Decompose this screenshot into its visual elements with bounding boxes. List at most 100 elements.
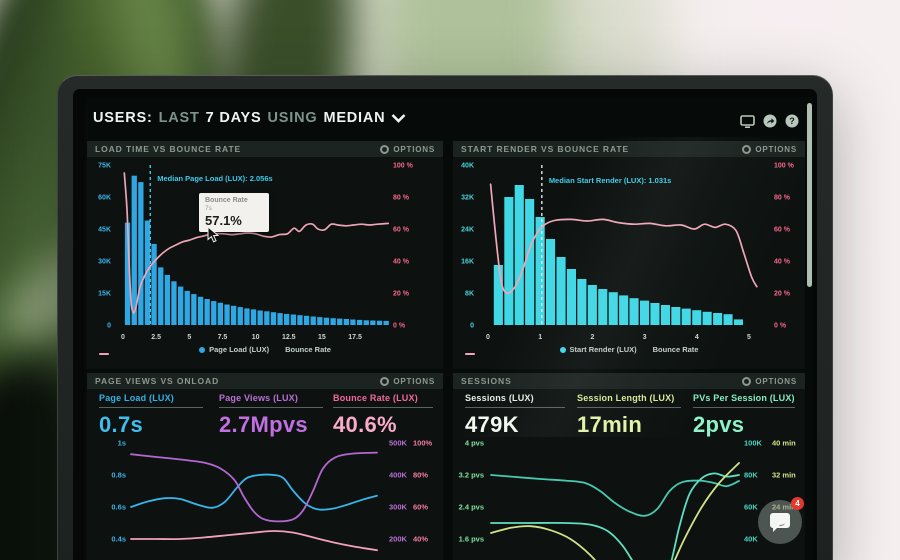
svg-text:60%: 60% [413,503,428,512]
gear-icon [380,376,390,386]
svg-text:1: 1 [538,334,542,341]
dashboard: USERS: LAST 7 DAYS USING MEDIAN [85,97,815,560]
bounce-rate-line [123,172,390,314]
svg-text:3: 3 [643,334,647,341]
svg-text:60K: 60K [98,195,111,202]
display-icon[interactable] [740,114,755,128]
options-button[interactable]: OPTIONS [380,376,435,386]
filter-segment: LAST [158,110,200,126]
series-line [490,474,740,517]
series-line [490,472,740,560]
page-views-chart[interactable]: 1s 0.8s 0.6s 0.4s 500K 400K 300K 200K 100% 80% 60%… [87,433,443,560]
svg-text:80 %: 80 % [774,195,791,202]
svg-text:0: 0 [121,334,125,341]
legend-dot [199,347,206,353]
panel-sessions: SESSIONS OPTIONS Sessions (LUX) 479K Ses… [453,373,805,560]
metric-session-length: Session Length (LUX) 17min [577,393,681,438]
svg-text:200K: 200K [389,535,408,544]
metric-label: Page Views (LUX) [219,393,299,403]
svg-text:15: 15 [318,334,326,341]
panel-page-views: PAGE VIEWS VS ONLOAD OPTIONS Page Load (… [87,373,443,560]
users-filter-dropdown[interactable]: USERS: LAST 7 DAYS USING MEDIAN [93,110,406,126]
svg-text:5: 5 [747,334,751,341]
series-line [130,451,378,523]
svg-text:1.6 pvs: 1.6 pvs [459,535,484,544]
svg-text:15K: 15K [98,291,111,298]
svg-text:0 %: 0 % [393,323,406,330]
legend-line [99,353,109,355]
svg-text:30K: 30K [98,259,111,266]
filter-segment: 7 DAYS [205,110,262,126]
svg-text:5: 5 [187,334,191,341]
svg-text:24K: 24K [461,227,474,234]
svg-text:?: ? [789,116,795,126]
svg-text:300K: 300K [389,503,408,512]
options-button[interactable]: OPTIONS [742,376,797,386]
series-line [130,530,378,552]
options-button[interactable]: OPTIONS [380,144,435,154]
metric-bounce-rate: Bounce Rate (LUX) 40.6% [333,393,433,438]
metric-label: Bounce Rate (LUX) [333,393,418,403]
svg-text:20 %: 20 % [774,291,791,298]
svg-text:40K: 40K [744,535,758,544]
help-icon[interactable]: ? [785,114,799,128]
svg-text:40%: 40% [413,535,428,544]
load-time-chart[interactable]: 75K 60K 45K 30K 15K 0 100 % 80 % 60 % 40 % 20 % 0 %… [87,157,443,347]
svg-text:16K: 16K [461,259,474,266]
laptop-screen: USERS: LAST 7 DAYS USING MEDIAN [73,89,817,560]
svg-text:60 %: 60 % [774,227,791,234]
svg-text:40 %: 40 % [774,259,791,266]
chart-legend: Start Render (LUX) Bounce Rate [453,345,805,355]
svg-text:40K: 40K [461,163,474,170]
svg-text:0 %: 0 % [774,323,787,330]
histogram-bars [124,175,389,325]
gear-icon [742,376,752,386]
chart-tooltip: Bounce Rate 7s 57.1% [199,193,269,232]
svg-text:80K: 80K [744,471,758,480]
svg-text:400K: 400K [389,471,408,480]
svg-text:0: 0 [470,323,474,330]
chevron-down-icon[interactable] [391,113,406,123]
svg-text:32 min: 32 min [772,471,796,480]
svg-text:2.4 pvs: 2.4 pvs [459,503,484,512]
svg-text:0.8s: 0.8s [111,471,126,480]
dashboard-header: USERS: LAST 7 DAYS USING MEDIAN [85,97,813,141]
svg-text:32K: 32K [461,195,474,202]
svg-text:0.4s: 0.4s [111,535,126,544]
legend-dot [559,347,566,353]
svg-text:8K: 8K [465,291,474,298]
mouse-cursor-icon [207,227,219,243]
metric-value: 0.7s [99,412,144,437]
metric-value: 2.7Mpvs [219,412,308,437]
svg-text:45K: 45K [98,227,111,234]
metric-value: 40.6% [333,412,397,437]
chat-bubble-icon [770,513,790,532]
svg-text:20 %: 20 % [393,291,410,298]
chat-widget-button[interactable]: 4 [758,497,804,544]
panel-title: START RENDER VS BOUNCE RATE [461,144,630,154]
chart-legend: Page Load (LUX) Bounce Rate [87,345,443,355]
share-icon[interactable] [763,114,777,128]
page-title: USERS: [93,110,153,126]
metric-label: PVs Per Session (LUX) [693,393,795,403]
scrollbar[interactable] [807,103,812,287]
metric-label: Sessions (LUX) [465,393,534,403]
metric-label: Session Length (LUX) [577,393,675,403]
svg-text:500K: 500K [389,439,408,448]
panel-title: LOAD TIME VS BOUNCE RATE [95,144,242,154]
notification-badge: 4 [791,497,804,510]
svg-text:40 %: 40 % [393,259,410,266]
svg-text:17.5: 17.5 [348,334,362,341]
series-line [490,462,740,560]
start-render-chart[interactable]: 40K 32K 24K 16K 8K 0 100 % 80 % 60 % 40 % 20 % 0 % 0… [453,157,805,347]
series-line [130,473,378,511]
gear-icon [380,144,390,154]
panel-title: PAGE VIEWS VS ONLOAD [95,376,220,386]
histogram-bars [493,185,743,325]
svg-text:0: 0 [486,334,490,341]
options-button[interactable]: OPTIONS [742,144,797,154]
sessions-chart[interactable]: 4 pvs 3.2 pvs 2.4 pvs 1.6 pvs 100K 80K 60K 40K 4… [453,433,805,560]
filter-segment: USING [267,110,318,126]
filter-segment: MEDIAN [323,110,386,126]
